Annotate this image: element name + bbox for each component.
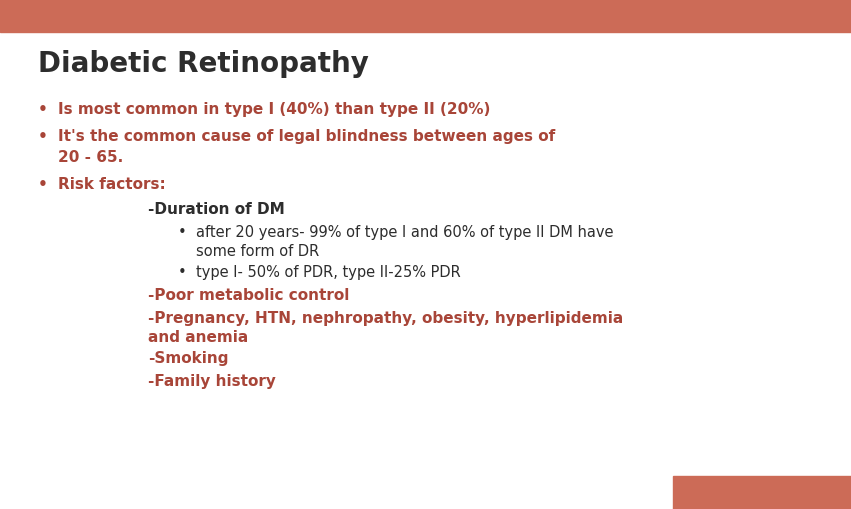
Bar [673, 476, 851, 509]
Bar [0, 0, 851, 33]
Text: Diabetic Retinopathy: Diabetic Retinopathy [38, 50, 368, 78]
Text: Is most common in type I (40%) than type II (20%): Is most common in type I (40%) than type… [58, 102, 490, 117]
Text: •: • [38, 129, 48, 144]
Text: and anemia: and anemia [148, 329, 248, 344]
Text: •: • [38, 177, 48, 191]
Text: -Smoking: -Smoking [148, 350, 229, 365]
Text: •: • [178, 265, 186, 279]
Text: It's the common cause of legal blindness between ages of: It's the common cause of legal blindness… [58, 129, 555, 144]
Text: -Poor metabolic control: -Poor metabolic control [148, 288, 350, 302]
Text: type I- 50% of PDR, type II-25% PDR: type I- 50% of PDR, type II-25% PDR [196, 265, 460, 279]
Text: -Pregnancy, HTN, nephropathy, obesity, hyperlipidemia: -Pregnancy, HTN, nephropathy, obesity, h… [148, 310, 623, 325]
Text: -Family history: -Family history [148, 373, 276, 388]
Text: -Duration of DM: -Duration of DM [148, 202, 285, 216]
Text: after 20 years- 99% of type I and 60% of type II DM have: after 20 years- 99% of type I and 60% of… [196, 224, 614, 240]
Text: 20 - 65.: 20 - 65. [58, 150, 123, 165]
Text: •: • [38, 102, 48, 117]
Text: some form of DR: some form of DR [196, 243, 319, 259]
Text: •: • [178, 224, 186, 240]
Text: Risk factors:: Risk factors: [58, 177, 166, 191]
